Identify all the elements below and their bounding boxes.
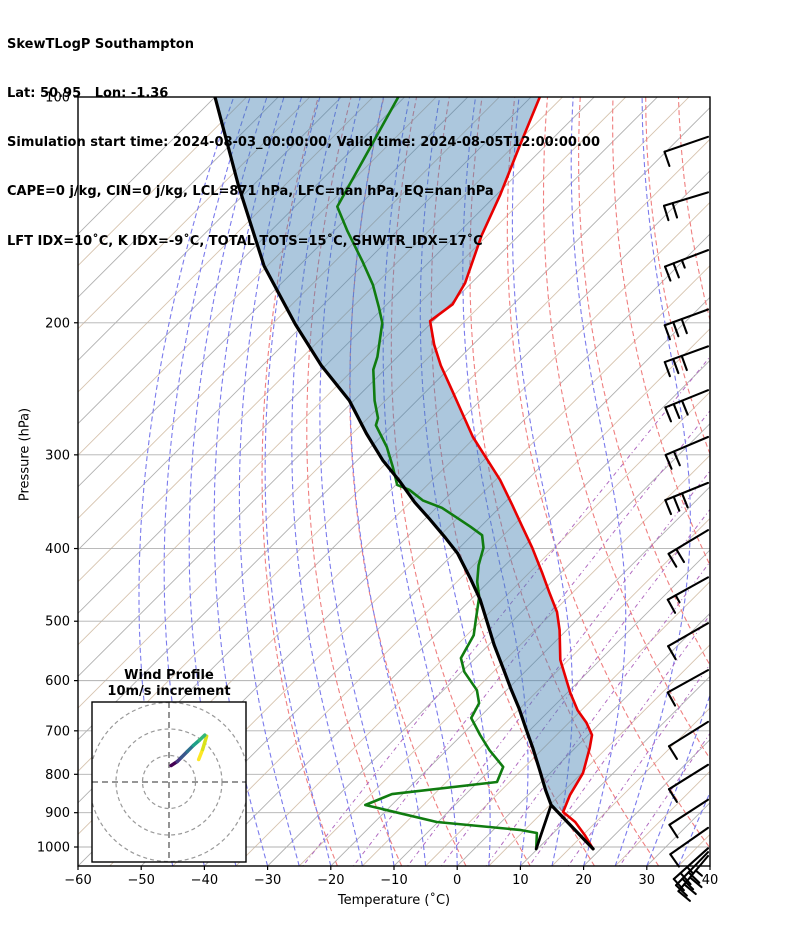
hodograph-title: Wind Profile <box>124 668 214 683</box>
x-tick-label: 0 <box>453 873 461 888</box>
y-tick-label: 1000 <box>37 841 70 856</box>
hodograph-trace-branch <box>196 747 205 762</box>
y-tick-label: 900 <box>45 806 70 821</box>
lcl-connector <box>534 803 553 851</box>
y-tick-label: 400 <box>45 542 70 557</box>
y-tick-label: 500 <box>45 615 70 630</box>
y-tick-label: 100 <box>45 91 70 106</box>
x-tick-label: 20 <box>575 873 592 888</box>
indices-line: LFT IDX=10˚C, K IDX=-9˚C, TOTAL TOTS=15˚… <box>7 233 483 249</box>
x-tick-label: −20 <box>317 873 344 888</box>
y-tick-label: 200 <box>45 316 70 331</box>
dry-adiabat-lines <box>261 97 710 866</box>
plot-frame <box>77 96 711 867</box>
x-tick-label: 10 <box>512 873 529 888</box>
hodograph-inset <box>91 701 247 863</box>
x-tick-label: −10 <box>380 873 407 888</box>
time-line: Simulation start time: 2024-08-03_00:00:… <box>7 135 600 151</box>
x-tick-label: −50 <box>127 873 154 888</box>
y-tick-label: 300 <box>45 448 70 463</box>
x-tick-label: −60 <box>64 873 91 888</box>
y-tick-label: 700 <box>45 724 70 739</box>
figure-header: SkewTLogP Southampton Lat: 50.95 Lon: -1… <box>7 4 600 283</box>
cape-line: CAPE=0 j/kg, CIN=0 j/kg, LCL=871 hPa, LF… <box>7 184 494 200</box>
x-axis-title: Temperature (˚C) <box>337 893 451 908</box>
x-tick-label: −40 <box>191 873 218 888</box>
hodograph-trace <box>197 733 207 742</box>
location-line: Lat: 50.95 Lon: -1.36 <box>7 86 169 102</box>
x-tick-label: 30 <box>639 873 656 888</box>
mixing-ratio-lines <box>302 355 710 866</box>
x-tick-label: −30 <box>254 873 281 888</box>
hodograph-subtitle: 10m/s increment <box>107 684 231 699</box>
y-axis-title: Pressure (hPa) <box>17 407 33 502</box>
y-tick-label: 600 <box>45 674 70 689</box>
hodograph-trace-branch <box>200 734 209 752</box>
dewpoint-curve <box>335 97 539 851</box>
figure-title: SkewTLogP Southampton <box>7 36 194 52</box>
x-tick-label: 40 <box>702 873 719 888</box>
wind-barbs <box>662 135 710 902</box>
temperature-curve <box>428 97 595 851</box>
cape-shading <box>215 97 592 812</box>
y-tick-label: 800 <box>45 768 70 783</box>
parcel-curve <box>213 97 595 851</box>
